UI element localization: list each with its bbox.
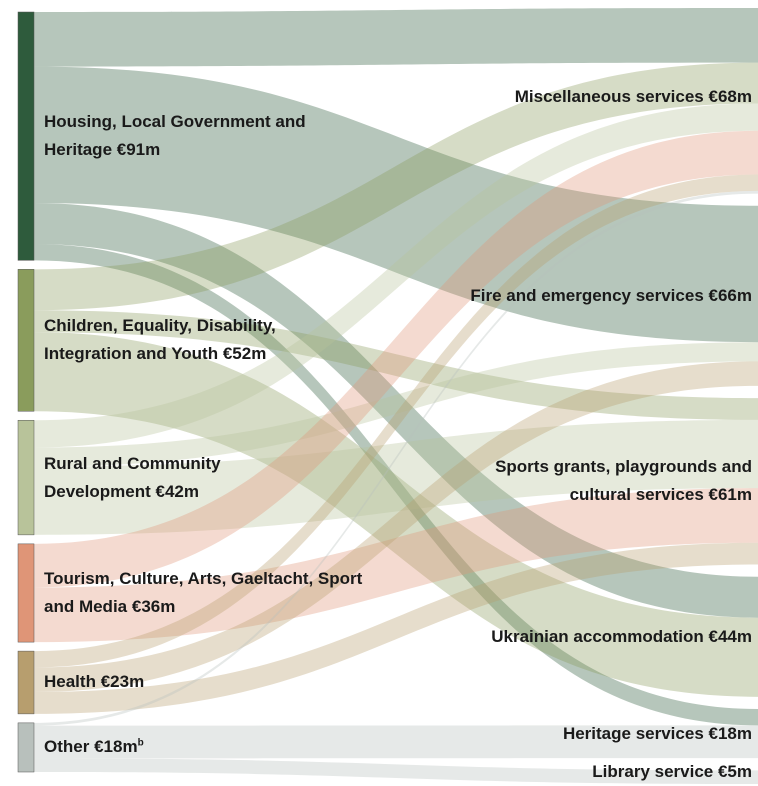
flow bbox=[34, 758, 758, 784]
node-label: Rural and Community Development €42m bbox=[44, 450, 279, 506]
source-node bbox=[17, 269, 35, 412]
label-part: €66m bbox=[708, 285, 752, 305]
node-label: Sports grants, playgrounds and cultural … bbox=[462, 453, 752, 509]
label-part: Tourism, Culture, Arts, Gaeltacht, Sport… bbox=[44, 568, 363, 616]
label-part: €23m bbox=[100, 672, 145, 692]
flow bbox=[34, 203, 758, 618]
label-part: Sports grants, playgrounds and cultural … bbox=[495, 457, 752, 505]
node-label: Children, Equality, Disability, Integrat… bbox=[44, 312, 344, 368]
label-part: €5m bbox=[717, 762, 752, 781]
flow bbox=[34, 190, 758, 726]
label-part: Children, Equality, Disability, Integrat… bbox=[44, 316, 276, 364]
source-node bbox=[17, 419, 35, 536]
label-part: Other bbox=[44, 737, 90, 757]
label-part: €61m bbox=[708, 485, 752, 505]
flow bbox=[34, 103, 758, 448]
label-part: €42m bbox=[155, 481, 199, 501]
node-label: Housing, Local Government and Heritage €… bbox=[44, 108, 309, 164]
label-part: Health bbox=[44, 672, 96, 692]
node-label: Heritage services €18m bbox=[563, 720, 752, 748]
source-node bbox=[17, 650, 35, 715]
flow bbox=[34, 725, 758, 759]
label-part: b bbox=[137, 737, 144, 749]
flow bbox=[34, 174, 758, 668]
node-label: Other €18mb bbox=[44, 733, 144, 761]
label-part: €91m bbox=[116, 140, 161, 160]
source-node bbox=[17, 543, 35, 643]
label-part: €18m bbox=[94, 737, 138, 757]
flow bbox=[34, 62, 758, 311]
flow bbox=[34, 130, 758, 588]
flow bbox=[34, 243, 758, 726]
node-label: Library service €5m bbox=[592, 758, 752, 786]
flow bbox=[34, 66, 758, 343]
label-part: €52m bbox=[222, 344, 267, 364]
flow bbox=[34, 310, 758, 420]
flow bbox=[34, 542, 758, 714]
node-label: Miscellaneous services €68m bbox=[515, 83, 752, 111]
flow bbox=[34, 488, 758, 643]
node-label: Fire and emergency services €66m bbox=[452, 282, 752, 310]
flow bbox=[34, 8, 758, 67]
source-node bbox=[17, 11, 35, 261]
label-part: Fire and emergency services bbox=[470, 285, 704, 305]
node-label: Health €23m bbox=[44, 668, 144, 696]
label-part: €44m bbox=[708, 626, 752, 646]
label-part: €68m bbox=[708, 87, 752, 106]
label-part: Miscellaneous services bbox=[514, 87, 704, 106]
flow bbox=[34, 419, 758, 535]
label-part: Housing, Local Government and Heritage bbox=[44, 112, 306, 160]
label-part: Ukrainian accommodation bbox=[491, 626, 704, 646]
node-label: Ukrainian accommodation €44m bbox=[491, 623, 752, 651]
label-part: €36m bbox=[131, 596, 176, 616]
label-part: €18m bbox=[708, 723, 752, 743]
label-part: Heritage services bbox=[562, 723, 704, 743]
flow bbox=[34, 342, 758, 467]
source-node bbox=[17, 722, 35, 773]
flow bbox=[34, 332, 758, 697]
label-part: Rural and Community Development bbox=[44, 453, 221, 501]
node-label: Tourism, Culture, Arts, Gaeltacht, Sport… bbox=[44, 565, 389, 621]
label-part: Library service bbox=[592, 762, 714, 781]
flow bbox=[34, 361, 758, 693]
